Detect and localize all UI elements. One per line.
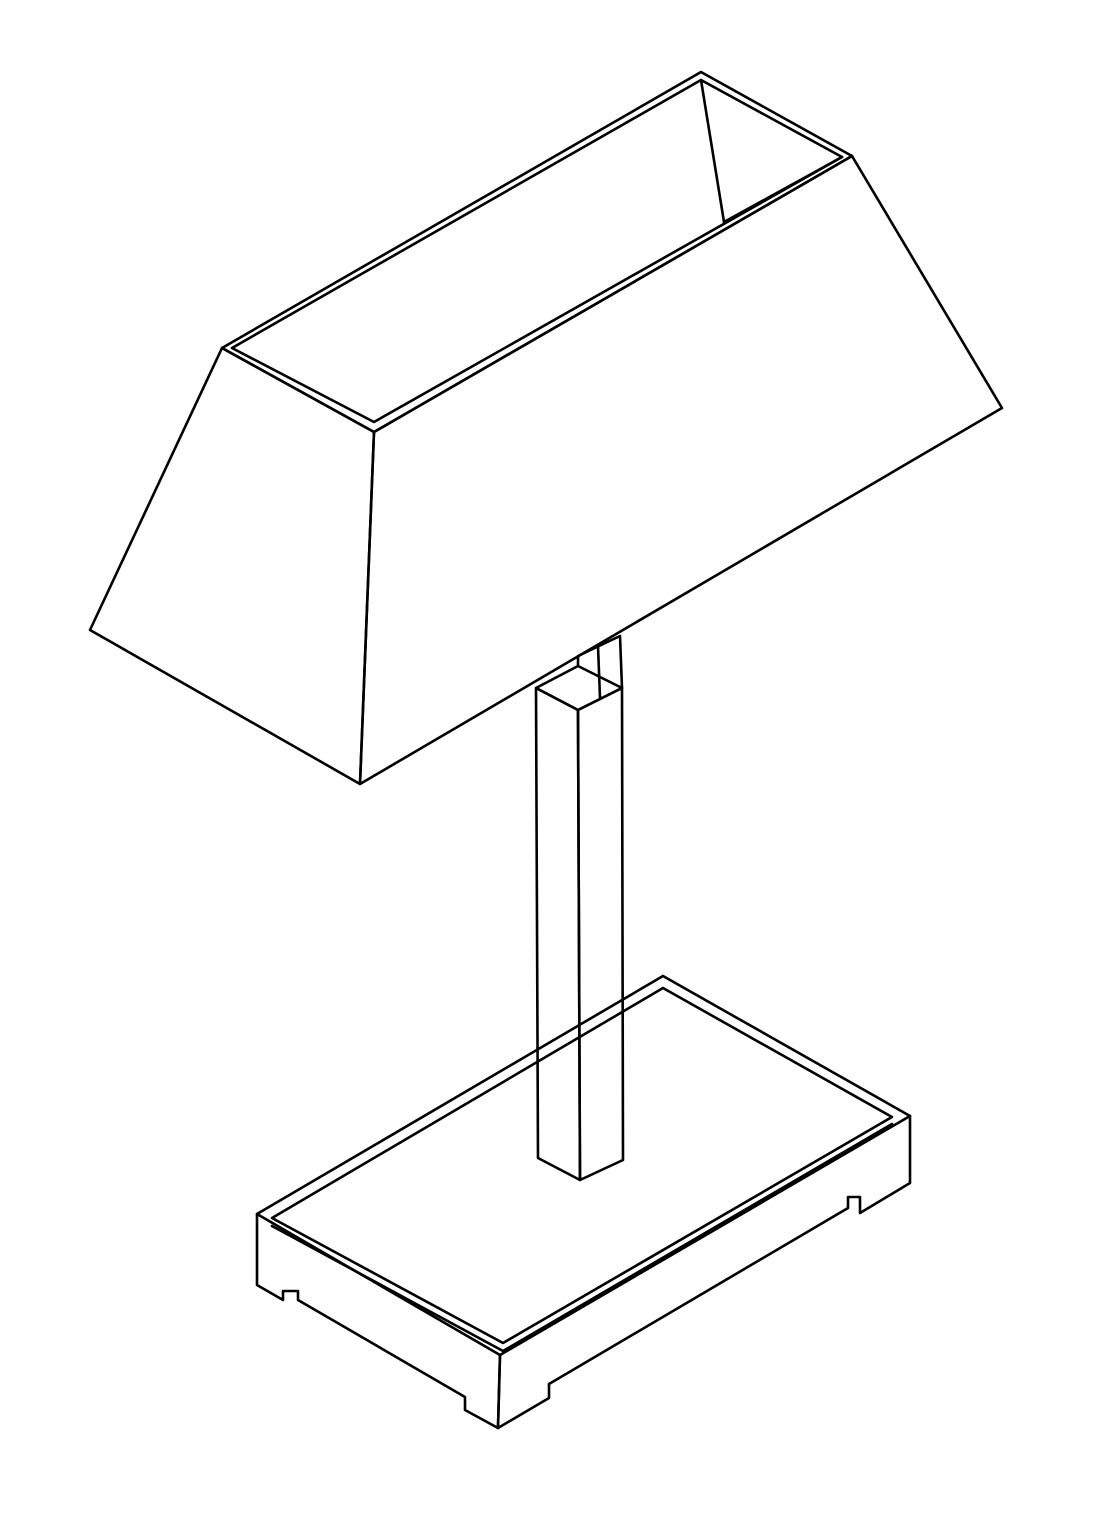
shade-top-rim-outer — [222, 72, 852, 432]
post-inner-tube-edge — [598, 646, 600, 698]
lamp-base — [257, 976, 910, 1428]
base-front-corner-edge — [498, 1355, 500, 1428]
shade-left-face — [90, 348, 374, 784]
shade-interior-corner — [701, 80, 724, 222]
base-inner-tray — [272, 988, 892, 1343]
lamp-shade — [90, 72, 1002, 784]
base-front-right-face — [498, 1116, 910, 1428]
base-top-rim — [257, 976, 910, 1355]
lamp-post — [536, 636, 623, 1180]
shade-front-face — [360, 156, 1002, 784]
shade-top-rim-inner — [232, 80, 842, 422]
post-right-face — [578, 688, 623, 1180]
post-left-face — [536, 688, 580, 1180]
shade-interior-back-edge — [724, 157, 842, 222]
